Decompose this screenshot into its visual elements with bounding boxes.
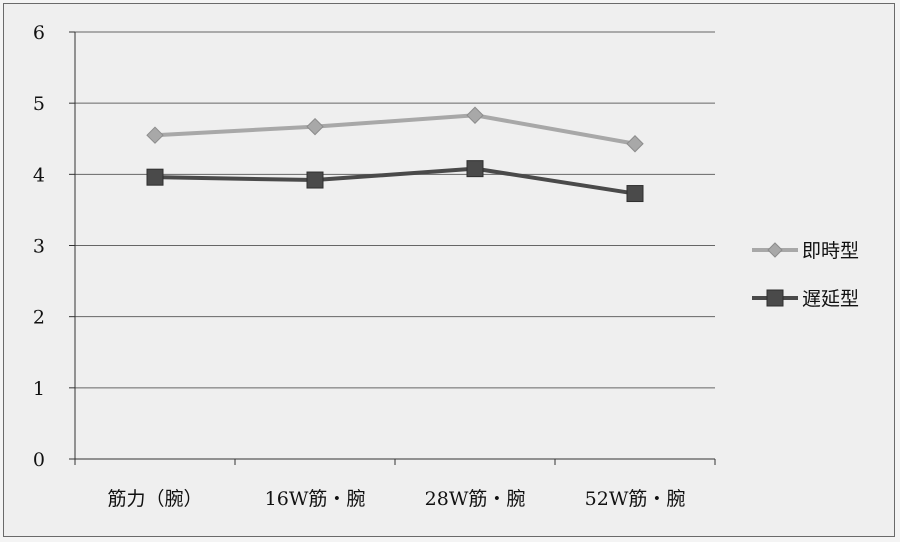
data-point — [306, 117, 324, 136]
data-point — [626, 185, 644, 203]
y-tick-label: 0 — [33, 449, 45, 471]
legend-item: 即時型 — [752, 240, 859, 262]
y-tick-label: 4 — [33, 164, 45, 186]
series-line — [154, 113, 636, 146]
y-tick-label: 1 — [33, 378, 45, 400]
x-tick-label: 28W筋・腕 — [425, 488, 526, 510]
data-point — [626, 135, 644, 153]
y-tick-label: 2 — [33, 307, 45, 329]
data-point — [306, 171, 324, 189]
x-axis-ticks: 筋力（腕） 16W筋・腕 28W筋・腕 52W筋・腕 — [74, 459, 716, 510]
gridlines — [75, 31, 715, 389]
y-tick-label: 3 — [33, 236, 45, 258]
data-point — [466, 160, 484, 178]
legend-label: 即時型 — [802, 240, 859, 262]
legend-item: 遅延型 — [752, 288, 859, 310]
series-layer — [146, 106, 644, 203]
legend-label: 遅延型 — [802, 288, 859, 310]
x-tick-label: 16W筋・腕 — [265, 488, 366, 510]
x-tick-label: 52W筋・腕 — [585, 488, 686, 510]
series-line — [154, 166, 636, 196]
data-point — [146, 168, 164, 186]
y-tick-label: 5 — [33, 93, 45, 115]
x-tick-label: 筋力（腕） — [107, 488, 202, 510]
series-1 — [146, 106, 644, 153]
legend-marker — [767, 242, 783, 258]
data-point — [466, 106, 484, 124]
legend-marker — [766, 289, 784, 307]
chart-frame — [3, 3, 895, 537]
data-point — [146, 126, 164, 144]
series-2 — [146, 160, 644, 203]
y-axis-ticks: 0 1 2 3 4 5 6 — [33, 22, 75, 471]
y-tick-label: 6 — [33, 22, 45, 44]
